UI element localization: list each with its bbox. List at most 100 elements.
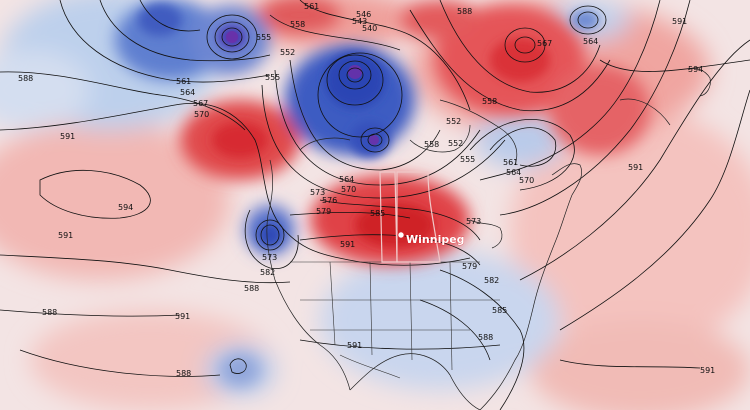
- contour-line: [599, 59, 750, 72]
- contour-label: 585: [370, 209, 385, 218]
- greenland-coast: [619, 98, 671, 126]
- contour-label: 570: [341, 185, 356, 194]
- contour-label: 561: [176, 77, 191, 86]
- contour-line: [367, 133, 383, 147]
- contour-line: [260, 224, 280, 246]
- contour-line: [439, 269, 525, 410]
- state-line: [409, 261, 413, 361]
- contour-label: 594: [688, 65, 703, 74]
- city-dot-icon[interactable]: [397, 231, 405, 239]
- contour-line: [569, 5, 607, 35]
- contour-label: 546: [356, 10, 371, 19]
- us-mexico-border: [339, 354, 401, 379]
- contour-label: 588: [478, 333, 493, 342]
- arctic-coast: [299, 137, 351, 151]
- contour-line: [299, 339, 501, 350]
- contour-line: [244, 209, 299, 269]
- contour-line: [360, 127, 390, 153]
- contour-line: [299, 234, 481, 266]
- contour-label: 591: [58, 231, 73, 240]
- contour-label: 576: [322, 196, 337, 205]
- contour-label: 573: [310, 188, 325, 197]
- west-coast: [266, 159, 351, 391]
- contour-line: [326, 54, 384, 106]
- contour-line: [229, 358, 247, 374]
- contour-line: [289, 59, 441, 171]
- contour-label: 591: [340, 240, 355, 249]
- contour-label: 582: [260, 268, 275, 277]
- contour-line: [439, 0, 601, 93]
- contour-line: [19, 349, 221, 377]
- city-label: Winnipeg: [406, 233, 465, 246]
- contour-label: 570: [194, 110, 209, 119]
- contour-label: 591: [628, 163, 643, 172]
- contour-label: 579: [316, 207, 331, 216]
- contour-label: 588: [18, 74, 33, 83]
- contour-line: [39, 169, 151, 219]
- contour-line: [261, 84, 506, 199]
- contour-line: [59, 0, 271, 83]
- great-lakes: [469, 219, 503, 249]
- contour-label: 573: [262, 253, 277, 262]
- contour-label: 543: [352, 17, 367, 26]
- contour-label: 561: [304, 2, 319, 11]
- contour-label: 564: [506, 168, 521, 177]
- contour-label: 555: [460, 155, 475, 164]
- state-line: [369, 261, 373, 356]
- contour-label: 588: [244, 284, 259, 293]
- manitoba-outline: [396, 171, 441, 263]
- contour-line: [559, 89, 750, 331]
- contour-label: 561: [503, 158, 518, 167]
- contour-label: 594: [118, 203, 133, 212]
- contour-label: 591: [60, 132, 75, 141]
- contour-label: 567: [537, 39, 552, 48]
- contour-label: 552: [280, 48, 295, 57]
- contour-line: [0, 309, 181, 317]
- contour-label: 588: [42, 308, 57, 317]
- contour-label: 558: [290, 20, 305, 29]
- nova-scotia-coast: [551, 163, 583, 196]
- contour-line: [255, 219, 285, 251]
- contour-line: [299, 0, 471, 111]
- coastlines: [266, 68, 711, 410]
- contour-line: [0, 103, 471, 266]
- hudson-bay-south: [409, 124, 471, 153]
- contour-line: [479, 0, 661, 181]
- contour-line: [0, 71, 246, 131]
- contour-line: [206, 14, 258, 60]
- contour-line: [499, 0, 691, 216]
- contour-line: [514, 36, 536, 54]
- winnipeg-marker[interactable]: Winnipeg: [397, 231, 465, 246]
- contour-label: 585: [492, 306, 507, 315]
- contour-label: 588: [457, 7, 472, 16]
- contour-line: [269, 14, 401, 51]
- contour-label: 588: [176, 369, 191, 378]
- contour-label: 567: [193, 99, 208, 108]
- contour-label: 591: [175, 312, 190, 321]
- contour-line: [419, 299, 491, 361]
- contour-line: [214, 21, 250, 53]
- contour-line: [409, 9, 611, 112]
- contour-label: 555: [256, 33, 271, 42]
- contour-label: 570: [519, 176, 534, 185]
- contour-line: [577, 11, 599, 29]
- contour-label: 564: [583, 37, 598, 46]
- contour-label: 540: [362, 24, 377, 33]
- contour-label: 558: [482, 97, 497, 106]
- hudson-bay-coast: [439, 99, 518, 166]
- contour-line: [317, 52, 403, 138]
- gulf-coast: [349, 353, 481, 410]
- iceland-coast: [687, 68, 711, 97]
- east-coast: [479, 194, 573, 410]
- contour-label: 582: [484, 276, 499, 285]
- contour-label: 591: [672, 17, 687, 26]
- contour-labels: 588 591 594 591 588 591 588 588 561 558 …: [18, 2, 715, 378]
- contour-label: 564: [339, 175, 354, 184]
- contour-label: 564: [180, 88, 195, 97]
- contour-label: 558: [424, 140, 439, 149]
- contour-label: 552: [448, 139, 463, 148]
- political-borders: [290, 261, 500, 379]
